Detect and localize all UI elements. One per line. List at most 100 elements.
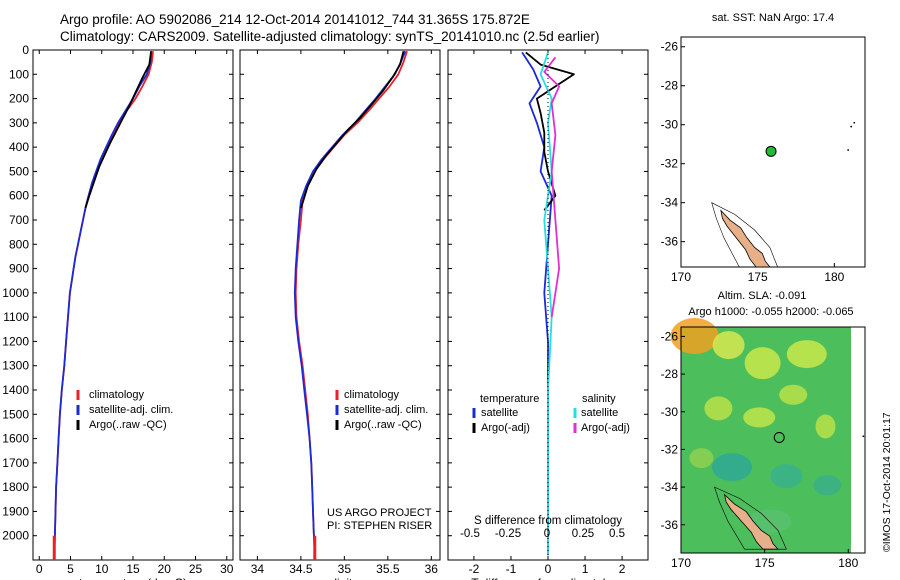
argo-float-marker xyxy=(765,145,777,157)
x-tick-label: -2 xyxy=(469,562,480,576)
y-tick-label: 1300 xyxy=(2,359,29,373)
y-tick-label: -36 xyxy=(661,235,679,249)
y-tick-label: 1800 xyxy=(2,480,29,494)
sla-anomaly-patch xyxy=(689,448,714,469)
y-tick-label: 1000 xyxy=(2,286,29,300)
map-frame xyxy=(680,326,866,554)
x-tick-label: 180 xyxy=(824,270,844,284)
legend-label: climatology xyxy=(89,389,145,401)
legend-label: satellite xyxy=(581,407,618,419)
legend-header: salinity xyxy=(582,393,616,405)
legend-label: Argo(..raw -QC) xyxy=(344,419,422,431)
y-tick-label: 1200 xyxy=(2,334,29,348)
y-tick-label: -26 xyxy=(661,329,679,343)
x-axis-label: salinity xyxy=(322,576,359,580)
x-tick-label: 0 xyxy=(545,562,552,576)
sla-heatmap xyxy=(670,318,851,553)
y-tick-label: 900 xyxy=(9,262,29,276)
x-tick-label: 0 xyxy=(36,562,43,576)
x-tick-label: 175 xyxy=(748,270,768,284)
x-tick-label: 15 xyxy=(126,562,140,576)
sla-anomaly-patch xyxy=(779,384,808,405)
y-tick-label: 400 xyxy=(9,140,29,154)
y-tick-label: -26 xyxy=(661,40,679,54)
x-tick-label: 5 xyxy=(67,562,74,576)
imos-stamp: ©IMOS 17-Oct-2014 20:01:17 xyxy=(881,412,893,552)
island-marker xyxy=(853,121,856,124)
bathymetry-contour xyxy=(711,202,779,268)
legend-header: temperature xyxy=(480,393,539,405)
y-tick-label: 100 xyxy=(9,67,29,81)
y-tick-label: 2000 xyxy=(2,529,29,543)
legend-label: climatology xyxy=(344,389,400,401)
sla-anomaly-patch xyxy=(744,347,781,380)
legend-label: Argo(-adj) xyxy=(481,422,530,434)
y-tick-label: -28 xyxy=(661,79,679,93)
x-axis-label: temperature (deg C) xyxy=(79,576,187,580)
top-tick-label: -0.25 xyxy=(495,528,521,540)
y-tick-label: -28 xyxy=(661,367,679,381)
y-tick-label: 1500 xyxy=(2,407,29,421)
project-annotation: US ARGO PROJECT xyxy=(327,507,432,519)
x-tick-label: 170 xyxy=(671,270,691,284)
y-tick-label: -32 xyxy=(661,442,679,456)
y-tick-label: 1700 xyxy=(2,456,29,470)
sla-anomaly-patch xyxy=(813,475,842,496)
y-tick-label: 700 xyxy=(9,213,29,227)
y-tick-label: 800 xyxy=(9,237,29,251)
y-tick-label: 1400 xyxy=(2,383,29,397)
pi-annotation: PI: STEPHEN RISER xyxy=(327,520,432,532)
top-tick-label: 0 xyxy=(544,528,550,540)
y-tick-label: 600 xyxy=(9,189,29,203)
island-marker xyxy=(847,149,850,151)
x-tick-label: 34.5 xyxy=(289,562,313,576)
y-tick-label: -34 xyxy=(661,480,679,494)
y-tick-label: -32 xyxy=(661,157,679,171)
y-tick-label: -30 xyxy=(661,118,679,132)
header-title: Argo profile: AO 5902086_214 12-Oct-2014… xyxy=(60,12,530,27)
y-tick-label: -34 xyxy=(661,196,679,210)
series-line-argo-raw-qc- xyxy=(300,50,405,209)
top-tick-label: -0.5 xyxy=(460,528,480,540)
y-tick-label: 1900 xyxy=(2,504,29,518)
top-axis-label: S difference from climatology xyxy=(474,515,622,527)
sla-anomaly-patch xyxy=(770,464,803,489)
legend-label: satellite-adj. clim. xyxy=(89,404,173,416)
sla-anomaly-patch xyxy=(704,396,733,421)
x-tick-label: 20 xyxy=(158,562,172,576)
series-line-argo-raw-qc- xyxy=(84,51,152,209)
x-tick-label: 170 xyxy=(671,556,691,570)
island-marker xyxy=(862,435,865,438)
legend-label: satellite xyxy=(481,407,518,419)
argo-float-marker xyxy=(773,431,785,443)
sla-anomaly-patch xyxy=(743,407,776,428)
y-tick-label: 300 xyxy=(9,116,29,130)
x-tick-label: 35.5 xyxy=(376,562,400,576)
x-tick-label: 180 xyxy=(838,556,858,570)
series-line-argo-adj- xyxy=(543,56,560,318)
island-marker xyxy=(850,125,853,128)
x-tick-label: -1 xyxy=(506,562,517,576)
sst-map-title: sat. SST: NaN Argo: 17.4 xyxy=(712,12,834,24)
top-tick-label: 0.5 xyxy=(609,528,625,540)
top-tick-label: 0.25 xyxy=(572,528,594,540)
y-tick-label: -30 xyxy=(661,405,679,419)
x-tick-label: 175 xyxy=(755,556,775,570)
x-tick-label: 2 xyxy=(619,562,626,576)
x-tick-label: 34 xyxy=(251,562,265,576)
legend-label: Argo(-adj) xyxy=(581,422,630,434)
x-tick-label: 30 xyxy=(220,562,234,576)
y-tick-label: -36 xyxy=(661,518,679,532)
y-tick-label: 0 xyxy=(22,43,29,57)
x-tick-label: 35 xyxy=(338,562,352,576)
sla-map-subtitle: Argo h1000: -0.055 h2000: -0.065 xyxy=(688,306,853,318)
x-tick-label: 10 xyxy=(95,562,109,576)
y-tick-label: 1100 xyxy=(3,310,29,324)
sla-anomaly-patch xyxy=(712,331,745,360)
panel-frame-temperature xyxy=(32,49,234,561)
y-tick-label: 200 xyxy=(9,92,29,106)
x-tick-label: 36 xyxy=(425,562,439,576)
bathymetry-contour xyxy=(713,486,787,550)
x-axis-label: T difference from climatology xyxy=(471,576,625,580)
